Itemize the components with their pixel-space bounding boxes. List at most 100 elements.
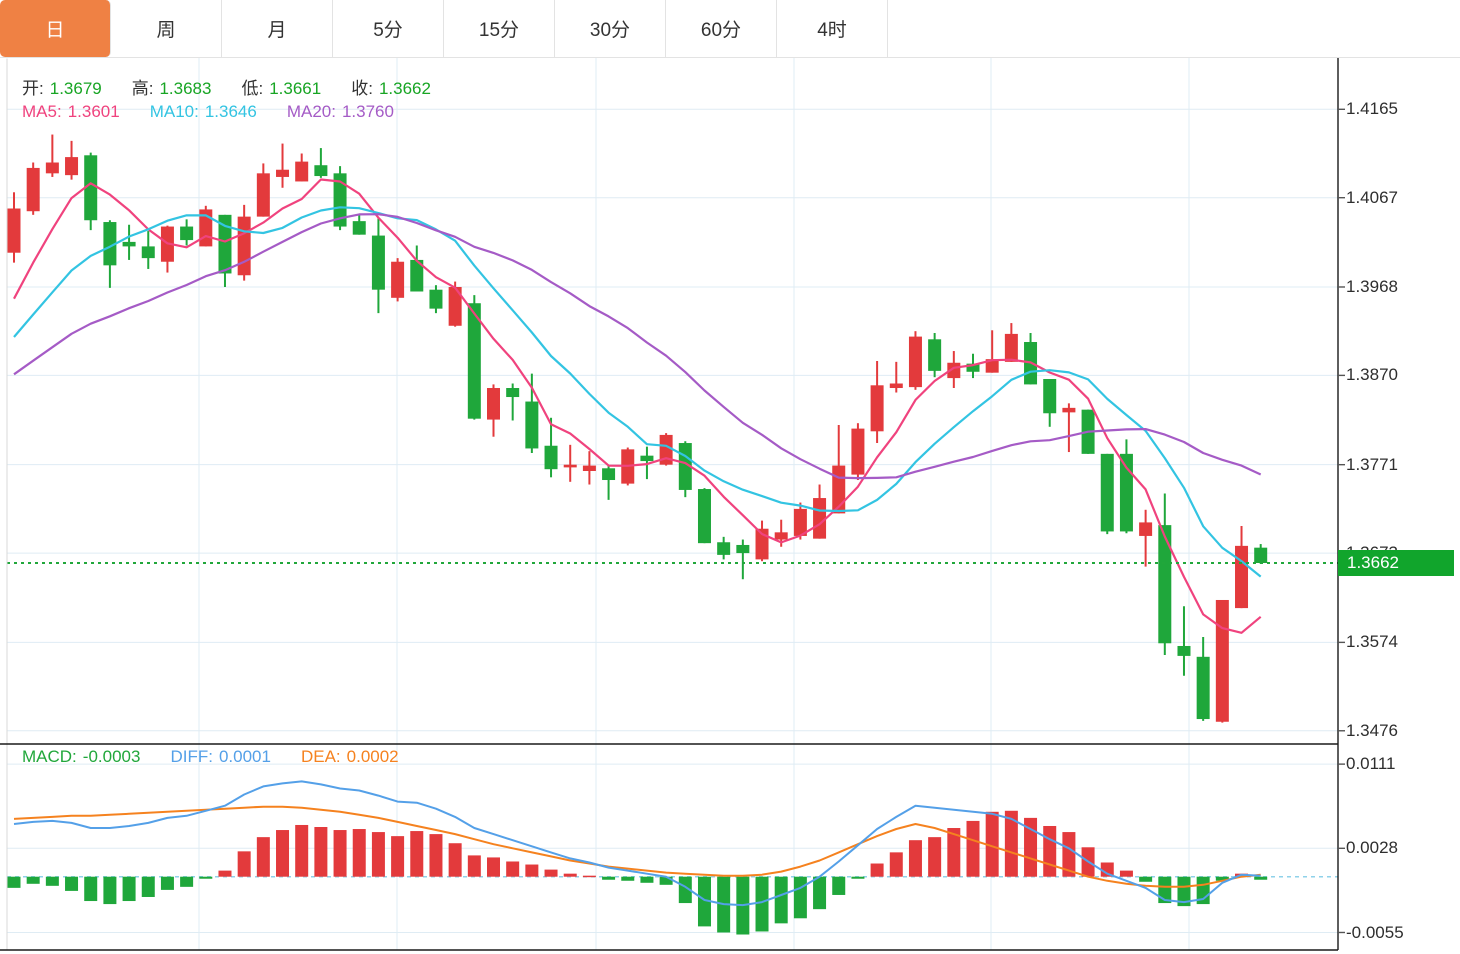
macd-histogram-bar	[256, 837, 270, 877]
candle-body	[256, 173, 270, 217]
tab-60min[interactable]: 60分	[666, 0, 777, 57]
candle-body	[640, 455, 654, 462]
candle-body	[506, 388, 520, 398]
macd-histogram-bar	[928, 837, 942, 877]
tab-4hour[interactable]: 4时	[777, 0, 888, 57]
gridlines	[7, 58, 1338, 950]
candle-body	[1062, 407, 1076, 413]
candle-body	[180, 226, 194, 241]
ma-value: 1.3760	[341, 102, 394, 121]
candle-body	[7, 208, 21, 253]
macd-histogram-bar	[1119, 870, 1133, 877]
candle-body	[1043, 378, 1057, 414]
macd-histogram-bar	[985, 811, 999, 877]
macd-label: DEA:	[300, 747, 341, 766]
price-axis-tick: 1.3476	[1346, 720, 1398, 740]
macd-histogram-bar	[429, 834, 443, 877]
ma-value: 1.3646	[204, 102, 257, 121]
timeframe-tabbar: 日周月 5分 15分 30分 60分 4时	[0, 0, 894, 58]
macd-item: MACD: -0.0003	[22, 747, 146, 766]
candle-body	[602, 468, 616, 481]
macd-histogram-bar	[889, 852, 903, 877]
candle-body	[793, 508, 807, 536]
macd-histogram-bar	[640, 876, 654, 883]
candle-body	[1158, 525, 1172, 644]
macd-plot	[7, 780, 1338, 935]
macd-histogram-bar	[1215, 876, 1229, 881]
macd-histogram-bar	[103, 876, 117, 905]
ohlc-item: 低: 1.3661	[241, 79, 327, 98]
candle-body	[122, 241, 136, 247]
ohlc-item: 开: 1.3679	[22, 79, 108, 98]
macd-histogram-bar	[563, 873, 577, 877]
ma-readout: MA5: 1.3601 MA10: 1.3646 MA20: 1.3760	[22, 102, 424, 122]
macd-histogram-bar	[295, 824, 309, 877]
candle-body	[1196, 656, 1210, 720]
tab-day[interactable]: 日	[0, 0, 111, 57]
candle-body	[314, 165, 328, 177]
candle-body	[448, 286, 462, 326]
macd-value: -0.0003	[82, 747, 141, 766]
price-axis-tick: 1.3870	[1346, 365, 1398, 385]
macd-value: 0.0002	[346, 747, 399, 766]
macd-histogram-bar	[506, 861, 520, 877]
candle-body	[276, 169, 290, 177]
ohlc-value: 1.3683	[159, 79, 212, 98]
macd-histogram-bar	[544, 869, 558, 877]
candle-body	[352, 221, 366, 235]
candle-body	[525, 401, 539, 449]
macd-histogram-bar	[199, 876, 213, 879]
tab-5min[interactable]: 5分	[333, 0, 444, 57]
macd-histogram-bar	[448, 843, 462, 877]
ma-label: MA20:	[286, 102, 336, 121]
price-axis-tick: 1.3968	[1346, 277, 1398, 296]
candle-body	[371, 235, 385, 290]
ma20-line	[13, 213, 1262, 480]
candle-body	[928, 339, 942, 371]
macd-histogram-bar	[793, 876, 807, 919]
candle-body	[1119, 453, 1133, 532]
tab-month[interactable]: 月	[222, 0, 333, 57]
macd-histogram-bar	[218, 870, 232, 877]
price-axis-tick: 1.3771	[1346, 454, 1398, 474]
ohlc-label: 低:	[241, 79, 264, 98]
macd-histogram-bar	[813, 876, 827, 910]
candle-body	[966, 363, 980, 372]
macd-histogram-bar	[26, 876, 40, 884]
macd-histogram-bar	[1139, 876, 1153, 882]
candle-body	[697, 489, 711, 544]
macd-histogram-bar	[160, 876, 174, 890]
ohlc-label: 开:	[22, 79, 44, 98]
macd-readout: MACD: -0.0003 DIFF: 0.0001 DEA: 0.0002	[22, 747, 429, 767]
tab-15min[interactable]: 15分	[444, 0, 555, 57]
macd-histogram-bar	[7, 876, 21, 888]
candlestick-macd-chart[interactable]	[0, 58, 1460, 954]
candle-body	[1100, 453, 1114, 532]
macd-label: DIFF:	[170, 747, 213, 766]
candle-body	[659, 434, 673, 465]
header-empty-area	[894, 0, 1460, 58]
macd-histogram-bar	[333, 830, 347, 877]
candle-body	[237, 216, 251, 276]
current-price-badge: 1.3662	[1338, 550, 1454, 576]
macd-histogram-bar	[65, 876, 79, 891]
candles	[7, 134, 1268, 723]
candle-body	[736, 544, 750, 554]
macd-histogram-bar	[391, 836, 405, 877]
macd-histogram-bar	[659, 876, 673, 885]
macd-histogram-bar	[141, 876, 155, 897]
macd-histogram-bar	[45, 876, 59, 886]
macd-label: MACD:	[22, 747, 77, 766]
tab-30min[interactable]: 30分	[555, 0, 666, 57]
dea-line	[13, 805, 1261, 888]
candle-body	[141, 246, 155, 259]
macd-histogram-bar	[1254, 876, 1268, 880]
ohlc-label: 收:	[351, 79, 373, 98]
macd-value: 0.0001	[218, 747, 271, 766]
macd-histogram-bar	[678, 876, 692, 904]
candle-body	[1215, 599, 1229, 722]
macd-histogram-bar	[1004, 810, 1018, 877]
tab-week[interactable]: 周	[111, 0, 222, 57]
macd-histogram-bar	[371, 832, 385, 877]
macd-histogram-bar	[1177, 876, 1191, 907]
